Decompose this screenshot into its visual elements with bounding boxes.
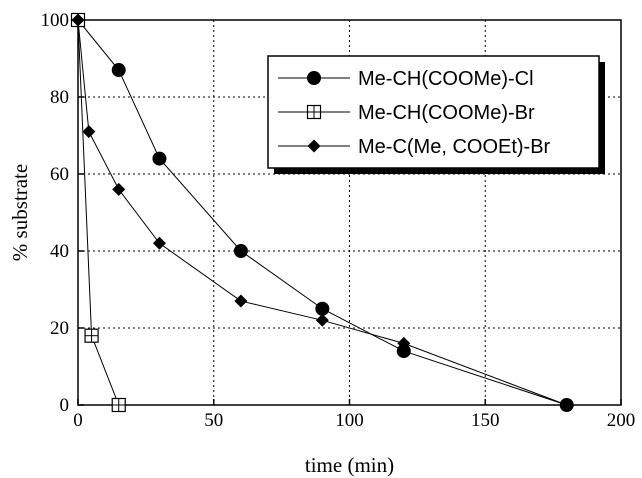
y-tick-label: 60 [50, 164, 69, 185]
series-1-point [152, 151, 167, 166]
legend-label-3: Me-C(Me, COOEt)-Br [358, 136, 551, 158]
axis-ticks: 0 50 100 150 200 0 20 40 60 80 100 [41, 10, 636, 431]
series-3-point [71, 13, 85, 27]
x-axis-title: time (min) [305, 453, 394, 477]
series-3-point [315, 313, 329, 327]
series-2-point [84, 328, 99, 343]
series-1-point [111, 63, 126, 78]
x-tick-label: 100 [335, 410, 364, 431]
legend-entries: Me-CH(COOMe)-Cl Me-CH(COOMe)-Br Me-C(Me, C… [278, 68, 551, 158]
y-axis-title: % substrate [8, 164, 32, 261]
x-tick-label: 150 [471, 410, 500, 431]
series-1-point [233, 244, 248, 258]
legend-entry-1: Me-CH(COOMe)-Cl [278, 68, 534, 90]
series-layer [70, 12, 574, 413]
series-3-point [152, 236, 166, 250]
legend: Me-CH(COOMe)-Cl Me-CH(COOMe)-Br Me-C(Me, C… [267, 55, 605, 174]
series-2-point [111, 397, 126, 413]
x-tick-label: 50 [204, 410, 223, 431]
legend-entry-3: Me-C(Me, COOEt)-Br [278, 136, 551, 158]
y-tick-label: 20 [50, 318, 69, 339]
series-1-point [396, 344, 411, 359]
series-3 [71, 13, 574, 412]
series-3-point [234, 294, 248, 308]
series-3-point [112, 182, 126, 196]
y-tick-label: 100 [41, 10, 70, 31]
x-tick-label: 0 [73, 410, 83, 431]
legend-marker-3 [307, 139, 321, 153]
legend-marker-2 [306, 104, 322, 120]
legend-label-2: Me-CH(COOMe)-Br [358, 102, 535, 124]
series-1-point [315, 301, 330, 316]
legend-marker-1 [307, 71, 321, 85]
x-tick-label: 200 [607, 410, 636, 431]
y-tick-label: 40 [50, 241, 69, 262]
legend-entry-2: Me-CH(COOMe)-Br [278, 102, 535, 124]
series-3-point [560, 398, 574, 412]
y-tick-label: 80 [50, 87, 69, 108]
series-3-line [77, 19, 567, 406]
legend-label-1: Me-CH(COOMe)-Cl [358, 68, 534, 90]
series-3-point [397, 336, 411, 350]
series-3-point [82, 125, 96, 139]
y-tick-label: 0 [60, 395, 70, 416]
